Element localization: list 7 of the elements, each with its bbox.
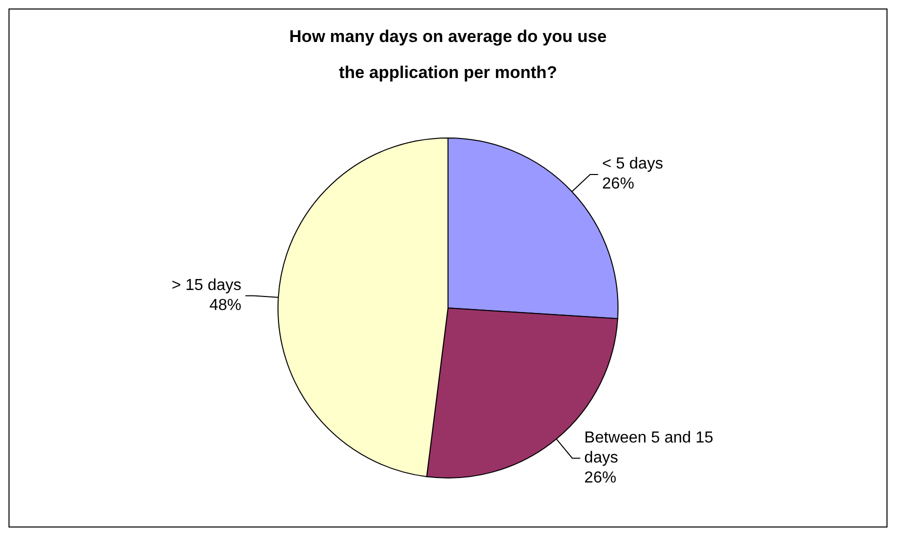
data-label: 26% <box>602 176 634 193</box>
slice-label: Between 5 and 15 days <box>584 429 714 466</box>
chart-title: How many days on average do you use the application per month? <box>289 27 607 82</box>
data-label: 26% <box>584 469 616 486</box>
slice-label: < 5 days <box>602 156 664 173</box>
data-label: 48% <box>209 296 242 314</box>
slice-label: > 15 days <box>172 276 242 294</box>
